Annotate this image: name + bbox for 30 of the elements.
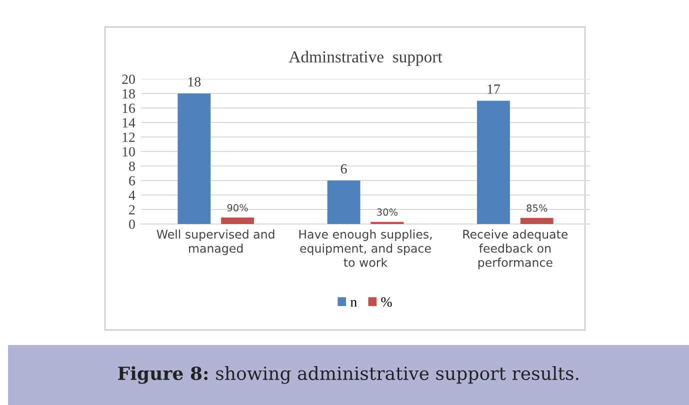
data-label: 85% [526,204,548,212]
y-tick-label: 6 [129,176,136,186]
bar [221,217,254,224]
data-label: 6 [340,164,347,174]
y-tick-label: 20 [122,74,135,84]
bar [327,180,360,224]
data-label: 18 [188,77,201,87]
y-tick-label: 4 [128,190,136,200]
x-tick-label: Receive adequate feedback on performance [463,230,568,270]
y-tick-label: 0 [129,220,135,229]
caption: Figure 8: [118,366,208,384]
y-tick-label: 10 [122,147,135,156]
legend-label: % [381,297,392,307]
data-label: 90% [227,204,248,212]
bar [477,100,510,224]
legend-label: n [350,300,357,307]
bar [520,218,554,224]
x-tick-label: Well supervised and managed [156,230,274,256]
y-tick-label: 14 [122,118,136,128]
y-tick-label: 8 [129,162,135,171]
y-tick-label: 12 [122,132,135,142]
data-label: 30% [377,208,398,216]
y-tick-label: 18 [122,89,135,98]
bar [178,94,211,224]
y-tick-label: 2 [129,205,135,214]
x-tick-label: Have enough supplies, equipment, and space to work [299,230,432,267]
text: showing administrative support results. [216,366,578,384]
y-tick-label: 16 [122,104,136,113]
chart-title: Adminstrative support [288,50,442,66]
data-label: 17 [488,84,500,94]
